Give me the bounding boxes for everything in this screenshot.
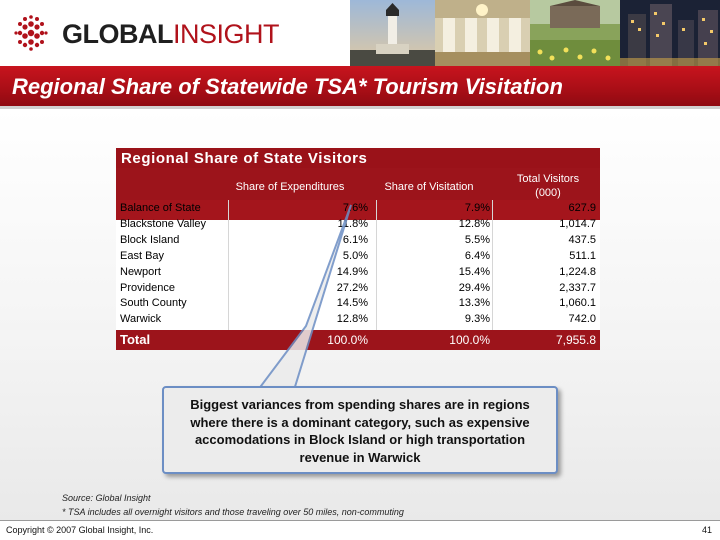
share-expenditures: 14.5% — [336, 297, 368, 310]
share-visitation: 29.4% — [458, 281, 490, 294]
table-body-frame: Share of Expenditures Share of Visitatio… — [116, 168, 600, 350]
share-expenditures: 27.2% — [336, 281, 368, 294]
table-row: South County 14.5% 13.3% 1,060.1 — [116, 296, 600, 312]
share-visitation: 9.3% — [464, 313, 490, 326]
table-row: East Bay 5.0% 6.4% 511.1 — [116, 249, 600, 265]
total-visitors: 2,337.7 — [559, 281, 596, 294]
region-name: Blackstone Valley — [120, 217, 207, 230]
region-name: South County — [120, 297, 187, 310]
share-visitation: 5.5% — [464, 233, 490, 246]
title-divider — [0, 106, 720, 109]
region-name: Providence — [120, 281, 176, 294]
lighthouse-photo — [350, 0, 435, 66]
total-share-visitation: 100.0% — [449, 333, 490, 347]
header-photo-strip — [350, 0, 720, 66]
global-insight-logo: GLOBALINSIGHT — [10, 12, 300, 54]
header: GLOBALINSIGHT — [0, 0, 720, 66]
table-rows-area — [116, 220, 600, 350]
share-expenditures: 12.8% — [336, 313, 368, 326]
table-row: Balance of State 7.6% 7.9% 627.9 — [116, 201, 600, 217]
share-expenditures: 11.8% — [337, 217, 368, 230]
tsa-footnote: * TSA includes all overnight visitors an… — [62, 507, 404, 517]
table-row: Providence 27.2% 29.4% 2,337.7 — [116, 281, 600, 297]
region-name: Balance of State — [120, 202, 201, 214]
share-expenditures: 5.0% — [342, 249, 368, 262]
total-share-expenditures: 100.0% — [327, 333, 368, 347]
share-visitation: 13.3% — [458, 297, 490, 310]
share-visitation: 7.9% — [464, 202, 490, 214]
share-visitation: 6.4% — [464, 249, 490, 262]
table-row: Newport 14.9% 15.4% 1,224.8 — [116, 265, 600, 281]
column-divider — [492, 200, 493, 330]
column-header-total-visitors: Total Visitors — [516, 173, 580, 185]
region-name: Block Island — [120, 233, 180, 246]
logo-wordmark: GLOBALINSIGHT — [62, 19, 280, 49]
column-header-total-visitors-units: (000) — [535, 187, 561, 199]
column-header-row — [116, 168, 600, 200]
region-name: East Bay — [120, 249, 165, 262]
table-row: Block Island 6.1% 5.5% 437.5 — [116, 233, 600, 249]
total-visitors: 437.5 — [568, 233, 596, 246]
table-title-bar: Regional Share of State Visitors — [116, 148, 600, 168]
table-title: Regional Share of State Visitors — [121, 150, 368, 167]
column-divider — [376, 200, 377, 330]
share-visitation: 12.8% — [458, 217, 490, 230]
table-row: Blackstone Valley 11.8% 12.8% 1,014.7 — [116, 217, 600, 233]
ballroom-photo — [435, 0, 530, 66]
copyright-text: Copyright © 2007 Global Insight, Inc. — [6, 525, 154, 535]
total-visitors: 742.0 — [568, 313, 596, 326]
footer-divider — [0, 520, 720, 521]
source-note: Source: Global Insight — [62, 493, 151, 503]
share-expenditures: 14.9% — [336, 265, 368, 278]
column-header-expenditures: Share of Expenditures — [235, 181, 345, 193]
total-label: Total — [120, 332, 151, 347]
total-row-band — [116, 330, 600, 350]
callout-box: Biggest variances from spending shares a… — [162, 386, 558, 474]
total-visitors: 1,060.1 — [559, 297, 596, 310]
region-name: Newport — [120, 265, 161, 278]
region-name: Warwick — [120, 313, 162, 326]
table-row: Warwick 12.8% 9.3% 742.0 — [116, 312, 600, 328]
total-visitors: 1,014.7 — [559, 217, 596, 230]
total-visitors: 627.9 — [568, 202, 596, 214]
total-row: Total 100.0% 100.0% 7,955.8 — [116, 330, 600, 350]
share-expenditures: 6.1% — [342, 233, 368, 246]
column-header-visitation: Share of Visitation — [384, 181, 474, 193]
total-visitors: 1,224.8 — [559, 265, 596, 278]
total-visitors: 511.1 — [569, 249, 596, 262]
page-number: 41 — [701, 525, 712, 535]
slide-title: Regional Share of Statewide TSA* Tourism… — [12, 74, 563, 99]
share-visitation: 15.4% — [458, 265, 490, 278]
total-visitors-value: 7,955.8 — [555, 333, 596, 347]
callout-text: Biggest variances from spending shares a… — [190, 397, 530, 465]
garden-photo — [530, 0, 620, 66]
share-expenditures: 7.6% — [342, 202, 368, 214]
slide-title-bar: Regional Share of Statewide TSA* Tourism… — [0, 66, 720, 106]
night-city-photo — [620, 0, 720, 66]
globe-logo-icon — [14, 15, 48, 51]
column-divider — [228, 200, 229, 330]
visitors-table: Regional Share of State Visitors Share o… — [116, 148, 600, 350]
